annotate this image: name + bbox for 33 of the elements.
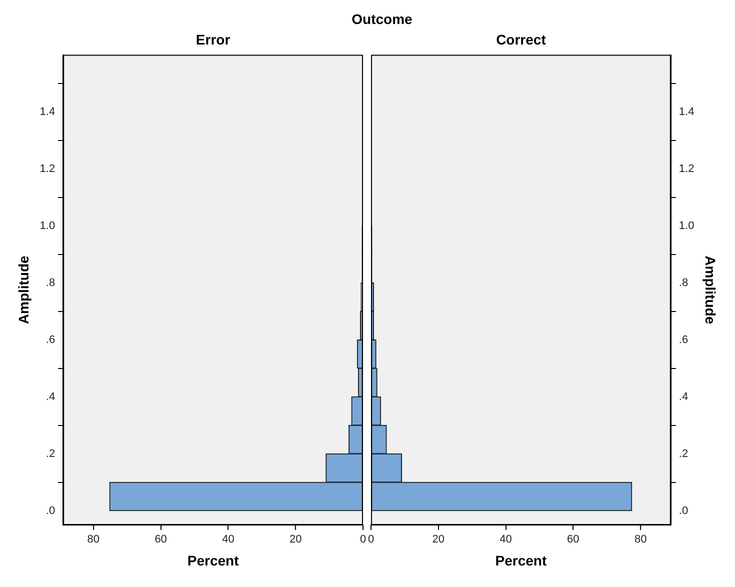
x-tick-label: 20 bbox=[432, 534, 445, 546]
y-tick-label: 1.0 bbox=[678, 220, 694, 232]
y-tick-label: .0 bbox=[678, 504, 688, 517]
y-tick-label: .4 bbox=[46, 390, 56, 403]
y-tick-label: 1.2 bbox=[678, 162, 694, 175]
x-axis-title: Percent bbox=[495, 552, 547, 568]
text: Outcome bbox=[350, 10, 414, 29]
chart-title: Error bbox=[196, 31, 231, 48]
x-tick-label: 60 bbox=[567, 534, 580, 546]
y-tick-label: 1.4 bbox=[40, 106, 56, 118]
x-tick-label: 60 bbox=[154, 534, 167, 546]
y-tick-label: .4 bbox=[678, 390, 688, 403]
y-axis-title: Amplitude bbox=[15, 255, 32, 324]
y-tick-label: .2 bbox=[678, 448, 688, 460]
x-tick-label: 40 bbox=[500, 534, 512, 546]
y-tick-label: 1.2 bbox=[40, 162, 56, 175]
y-tick-label: 1.4 bbox=[678, 106, 694, 118]
y-tick-label: .0 bbox=[46, 504, 56, 517]
y-axis-title: Amplitude bbox=[702, 256, 719, 324]
y-tick-label: .8 bbox=[46, 276, 56, 289]
x-tick-label: 0 bbox=[360, 534, 366, 546]
y-tick-label: .6 bbox=[678, 334, 688, 346]
x-tick-label: 80 bbox=[634, 534, 647, 546]
y-tick-label: .8 bbox=[678, 276, 688, 289]
x-tick-label: 20 bbox=[289, 534, 302, 546]
y-tick-label: .2 bbox=[46, 448, 56, 460]
y-tick-label: .6 bbox=[46, 334, 56, 346]
x-tick-label: 40 bbox=[222, 534, 234, 546]
x-tick-label: 80 bbox=[87, 534, 100, 546]
y-tick-label: 1.0 bbox=[40, 220, 56, 232]
chart-title: Correct bbox=[496, 31, 546, 48]
x-tick-label: 0 bbox=[368, 534, 374, 546]
x-axis-title: Percent bbox=[187, 552, 240, 568]
